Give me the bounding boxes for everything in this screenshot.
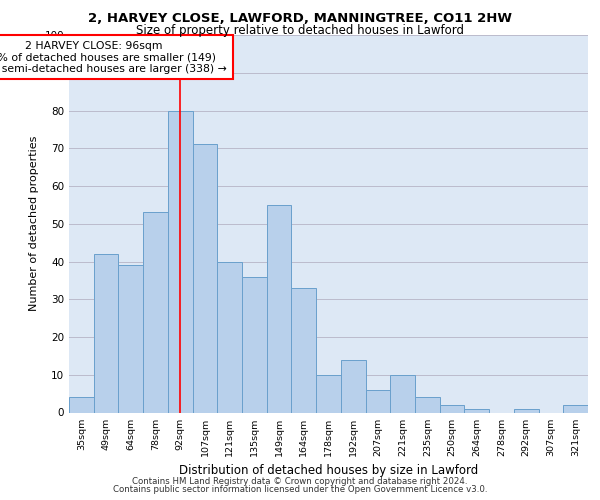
Text: Contains HM Land Registry data © Crown copyright and database right 2024.: Contains HM Land Registry data © Crown c… [132, 477, 468, 486]
Bar [316, 375, 341, 412]
Text: 2, HARVEY CLOSE, LAWFORD, MANNINGTREE, CO11 2HW: 2, HARVEY CLOSE, LAWFORD, MANNINGTREE, C… [88, 12, 512, 26]
Bar [464, 408, 489, 412]
Bar [217, 262, 242, 412]
Bar [168, 110, 193, 412]
Bar [563, 405, 588, 412]
Bar [118, 266, 143, 412]
Bar [365, 390, 390, 412]
X-axis label: Distribution of detached houses by size in Lawford: Distribution of detached houses by size … [179, 464, 478, 477]
Bar [341, 360, 365, 412]
Text: Size of property relative to detached houses in Lawford: Size of property relative to detached ho… [136, 24, 464, 37]
Bar [514, 408, 539, 412]
Bar [94, 254, 118, 412]
Y-axis label: Number of detached properties: Number of detached properties [29, 136, 39, 312]
Bar [390, 375, 415, 412]
Bar [292, 288, 316, 412]
Bar [69, 398, 94, 412]
Bar [267, 205, 292, 412]
Bar [242, 276, 267, 412]
Bar [415, 398, 440, 412]
Text: Contains public sector information licensed under the Open Government Licence v3: Contains public sector information licen… [113, 485, 487, 494]
Bar [193, 144, 217, 412]
Bar [143, 212, 168, 412]
Text: 2 HARVEY CLOSE: 96sqm
← 30% of detached houses are smaller (149)
68% of semi-det: 2 HARVEY CLOSE: 96sqm ← 30% of detached … [0, 40, 227, 74]
Bar [440, 405, 464, 412]
